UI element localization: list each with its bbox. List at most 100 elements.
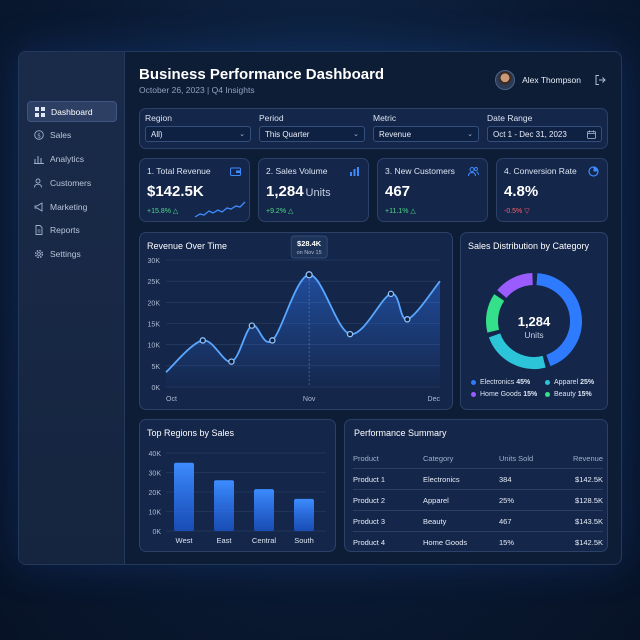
table-row[interactable]: Product 1 Electronics 384 $142.5K [353, 469, 603, 490]
document-icon [33, 225, 44, 236]
sidebar-item-dashboard[interactable]: Dashboard [27, 101, 117, 122]
data-point[interactable] [248, 322, 256, 329]
donut-slice-beauty[interactable] [486, 294, 505, 333]
donut-slice-apparel[interactable] [488, 333, 546, 369]
legend-pct: 25% [580, 378, 595, 386]
sidebar-item-reports[interactable]: Reports [27, 220, 117, 241]
sidebar-item-label: Dashboard [51, 106, 93, 117]
period-select[interactable]: This Quarter ⌄ [259, 126, 365, 142]
column-header[interactable]: Category [423, 453, 454, 463]
filter-bar: Region All) ⌄ Period This Quarter ⌄ Metric… [139, 108, 608, 149]
wallet-icon [230, 167, 241, 176]
donut-slice-home-goods[interactable] [497, 273, 534, 299]
kpi-value: $142.5K [147, 183, 204, 200]
sidebar-item-customers[interactable]: Customers [27, 172, 117, 193]
data-point[interactable] [228, 358, 235, 365]
y-tick-label: 40K [149, 451, 162, 458]
users-icon [468, 167, 479, 177]
kpi-conversion-rate[interactable]: 4. Conversion Rate 4.8% -0.5% ▽ [496, 158, 608, 222]
legend-label: Home Goods [480, 390, 522, 398]
bar-south[interactable] [294, 498, 314, 531]
donut-title: Sales Distribution by Category [468, 241, 590, 251]
bar-west[interactable] [174, 462, 194, 531]
megaphone-icon [33, 201, 44, 212]
legend-pct: 15% [577, 390, 592, 398]
legend-label: Electronics [480, 378, 515, 386]
legend-item: Electronics 45% [471, 376, 545, 388]
kpi-value-number: 467 [385, 183, 411, 200]
avatar[interactable] [495, 70, 516, 90]
main-content: Business Performance Dashboard October 2… [139, 52, 621, 564]
sidebar-item-sales[interactable]: $ Sales [27, 125, 117, 146]
legend-swatch [471, 391, 476, 397]
table-cell: 25% [499, 495, 515, 505]
table-cell: $128.5K [575, 495, 603, 505]
donut-slice-electronics[interactable] [536, 273, 582, 367]
date-range-select[interactable]: Oct 1 - Dec 31, 2023 [487, 126, 602, 142]
sidebar-item-label: Marketing [50, 201, 88, 212]
y-tick-label: 25K [148, 279, 161, 286]
regions-bar-chart: 0K 10K 20K 30K 40K West East Central South [149, 451, 326, 545]
date-range-label: Date Range [487, 113, 533, 123]
performance-summary-panel: Performance Summary Product Category Units… [344, 419, 608, 552]
data-point[interactable] [404, 316, 411, 323]
column-header[interactable]: Revenue [572, 453, 603, 463]
pie-chart-icon [588, 166, 599, 177]
users-icon [33, 177, 44, 188]
x-tick-label: Nov [303, 396, 316, 403]
kpi-value: 467 [385, 183, 410, 200]
region-filter: Region All) ⌄ [145, 113, 251, 142]
bar-central[interactable] [254, 489, 274, 531]
category-donut-panel: Sales Distribution by Category 1,284 Uni… [460, 232, 608, 410]
kpi-delta: +11.1% △ [385, 208, 416, 215]
kpi-new-customers[interactable]: 3. New Customers 467 +11.1% △ [377, 158, 488, 222]
data-point[interactable] [346, 330, 354, 338]
x-tick-label: Central [252, 536, 277, 545]
donut-center-unit: Units [524, 330, 544, 340]
region-select[interactable]: All) ⌄ [145, 126, 251, 142]
summary-title: Performance Summary [354, 428, 447, 438]
logout-icon[interactable] [594, 74, 606, 86]
sidebar-nav: Dashboard $ Sales Analytics Customers Marketi… [27, 101, 117, 268]
regions-title: Top Regions by Sales [147, 428, 235, 438]
date-range-value: Oct 1 - Dec 31, 2023 [493, 129, 567, 139]
app-window: Dashboard $ Sales Analytics Customers Marketi… [18, 51, 622, 565]
metric-filter: Metric Revenue ⌄ [373, 113, 479, 142]
legend-item: Home Goods 15% [471, 388, 545, 400]
table-cell: Apparel [423, 495, 449, 505]
user-name[interactable]: Alex Thompson [522, 75, 581, 85]
kpi-total-revenue[interactable]: 1. Total Revenue $142.5K +15.8% △ [139, 158, 250, 222]
column-header[interactable]: Product [353, 453, 379, 463]
table-row[interactable]: Product 4 Home Goods 15% $142.5K [353, 532, 603, 553]
page-subtitle: October 26, 2023 | Q4 Insights [139, 85, 255, 95]
table-cell: 384 [499, 474, 512, 484]
user-menu[interactable]: Alex Thompson [495, 70, 606, 90]
data-point[interactable] [269, 337, 276, 344]
sidebar-item-settings[interactable]: Settings [27, 244, 117, 265]
kpi-value-number: 4.8% [504, 183, 539, 200]
table-row[interactable]: Product 3 Beauty 467 $143.5K [353, 511, 603, 532]
sidebar-item-analytics[interactable]: Analytics [27, 149, 117, 170]
data-point[interactable] [387, 290, 395, 298]
data-point[interactable] [199, 337, 207, 344]
metric-label: Metric [373, 113, 397, 123]
region-label: Region [145, 113, 172, 123]
revenue-line [165, 273, 441, 373]
sidebar-item-marketing[interactable]: Marketing [27, 196, 117, 217]
table-row[interactable]: Product 2 Apparel 25% $128.5K [353, 490, 603, 511]
table-cell: 15% [499, 538, 515, 547]
y-tick-label: 20K [148, 300, 161, 307]
kpi-label: 2. Sales Volume [266, 166, 328, 176]
column-header[interactable]: Units Sold [499, 453, 534, 463]
area-fill [166, 274, 440, 387]
kpi-unit: Units [305, 187, 331, 199]
page-title: Business Performance Dashboard [139, 66, 385, 83]
data-point[interactable] [305, 271, 313, 279]
kpi-sales-volume[interactable]: 2. Sales Volume 1,284 Units +9.2% △ [258, 158, 369, 222]
metric-select[interactable]: Revenue ⌄ [373, 126, 479, 142]
chevron-down-icon: ⌄ [467, 131, 473, 138]
table-cell: Product 1 [353, 474, 386, 484]
gear-icon [33, 249, 44, 260]
bar-east[interactable] [214, 480, 234, 531]
x-tick-label: Oct [166, 396, 177, 403]
